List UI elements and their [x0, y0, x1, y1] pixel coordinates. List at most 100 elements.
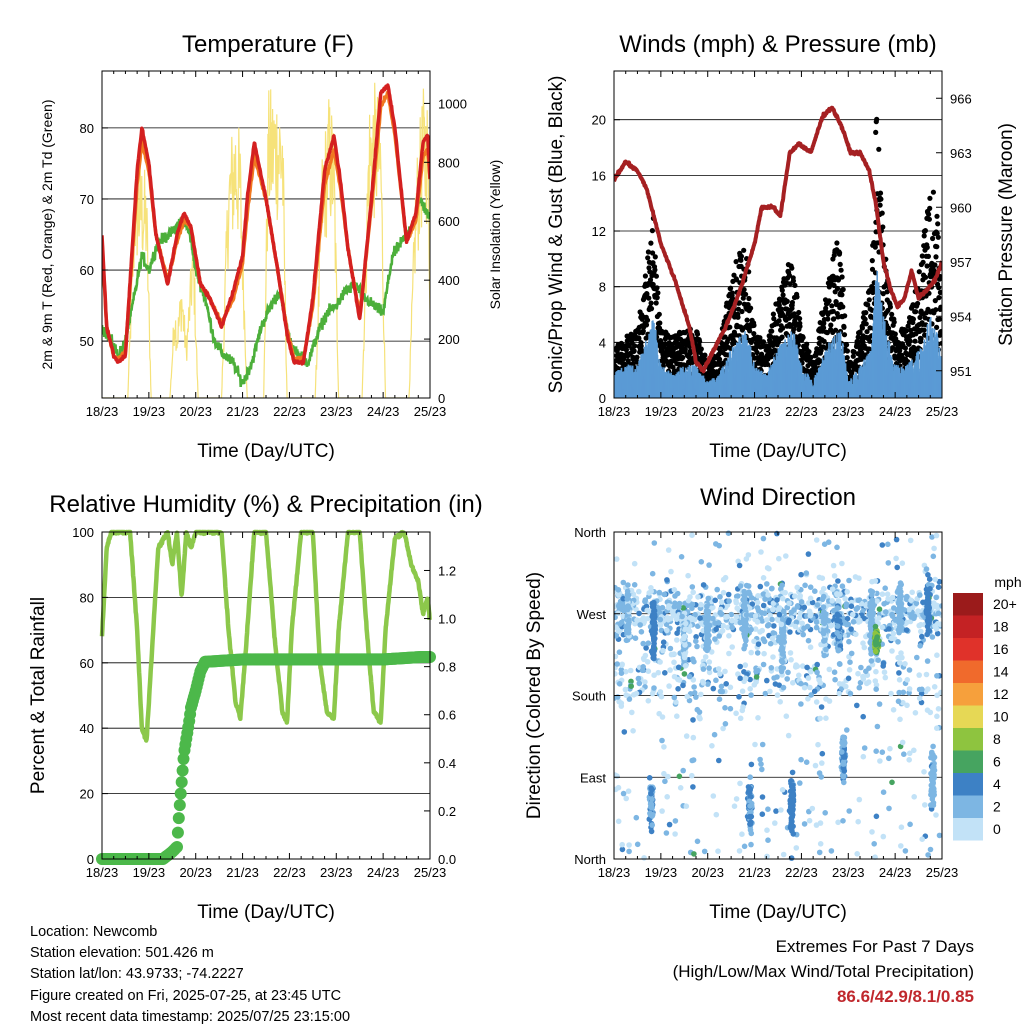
precip-point: [174, 799, 186, 811]
gust-point: [797, 316, 802, 321]
x-tick-label: 21/23: [226, 865, 259, 880]
gust-point: [652, 267, 657, 272]
direction-point: [694, 644, 700, 650]
direction-point: [672, 587, 678, 593]
direction-point: [806, 638, 812, 644]
gust-point: [927, 206, 932, 211]
direction-point: [767, 689, 773, 695]
direction-point: [753, 679, 759, 685]
direction-point: [747, 686, 753, 692]
gust-point: [867, 297, 872, 302]
gust-point: [821, 325, 826, 330]
gust-point: [903, 346, 908, 351]
direction-point: [639, 629, 645, 635]
precip-point: [172, 827, 184, 839]
direction-point: [701, 582, 707, 588]
direction-point: [846, 808, 852, 814]
direction-point: [706, 665, 712, 671]
gust-point: [878, 191, 883, 196]
gust-point: [934, 244, 939, 249]
gust-point: [735, 315, 740, 320]
direction-point: [857, 685, 863, 691]
gust-point: [841, 325, 846, 330]
x-tick-label: 18/23: [86, 404, 119, 419]
precip-point: [177, 765, 189, 777]
direction-point: [785, 670, 791, 676]
gust-point: [880, 211, 885, 216]
direction-point: [895, 655, 901, 661]
gust-point: [921, 328, 926, 333]
direction-point: [922, 802, 928, 808]
precip-point: [175, 788, 187, 800]
direction-point: [622, 729, 628, 735]
gust-point: [907, 338, 912, 343]
y-tick-label: 4: [599, 335, 606, 350]
direction-point: [759, 767, 765, 773]
y2-tick-label: 0: [438, 391, 445, 406]
direction-point: [690, 717, 696, 723]
gust-point: [926, 254, 931, 259]
gust-point: [792, 283, 797, 288]
direction-point: [666, 547, 672, 553]
direction-point: [748, 650, 754, 656]
gust-point: [838, 262, 843, 267]
x-tick-label: 24/23: [367, 404, 400, 419]
y-tick-label: 20: [592, 113, 606, 128]
direction-point: [936, 706, 942, 712]
y2-tick-label: 1000: [438, 96, 467, 111]
direction-point: [932, 684, 938, 690]
direction-point: [764, 854, 770, 860]
direction-point: [886, 756, 892, 762]
gust-point: [925, 245, 930, 250]
y2-tick-label: 0.6: [438, 708, 456, 723]
gust-point: [873, 130, 878, 135]
gust-point: [649, 301, 654, 306]
gust-point: [780, 335, 785, 340]
gust-point: [741, 248, 746, 253]
gust-point: [746, 296, 751, 301]
gust-point: [915, 301, 920, 306]
gust-point: [933, 254, 938, 259]
gust-point: [780, 288, 785, 293]
direction-point: [722, 669, 728, 675]
direction-point: [804, 665, 810, 671]
gust-point: [926, 212, 931, 217]
direction-point: [896, 699, 902, 705]
y-tick-label: 12: [592, 224, 606, 239]
gust-point: [643, 273, 648, 278]
gust-point: [922, 233, 927, 238]
direction-point: [761, 536, 767, 542]
gust-point: [851, 354, 856, 359]
direction-point: [895, 639, 901, 645]
y2-tick-label: 400: [438, 273, 460, 288]
direction-point: [914, 655, 920, 661]
direction-point: [689, 773, 695, 779]
direction-point: [760, 742, 766, 748]
y2-tick-label: 800: [438, 155, 460, 170]
precip-point: [171, 841, 183, 853]
x-tick-label: 25/23: [414, 404, 447, 419]
direction-point: [702, 849, 708, 855]
y2-axis-label: Station Pressure (Maroon): [996, 123, 1017, 346]
gust-point: [655, 295, 660, 300]
direction-point: [667, 822, 673, 828]
direction-point: [760, 794, 766, 800]
gust-point: [748, 306, 753, 311]
direction-point: [849, 651, 855, 657]
direction-point: [758, 584, 764, 590]
gust-point: [751, 323, 756, 328]
direction-point: [880, 749, 886, 755]
direction-point: [740, 688, 746, 694]
gust-point: [913, 309, 918, 314]
gust-point: [699, 346, 704, 351]
relative-humidity-line: [102, 532, 430, 741]
gust-point: [893, 331, 898, 336]
direction-point: [733, 711, 739, 717]
direction-point: [813, 763, 819, 769]
gust-point: [878, 203, 883, 208]
direction-point: [881, 834, 887, 840]
direction-point: [623, 692, 629, 698]
direction-point: [835, 578, 841, 584]
y-tick-label: 80: [80, 121, 94, 136]
direction-point: [765, 806, 771, 812]
